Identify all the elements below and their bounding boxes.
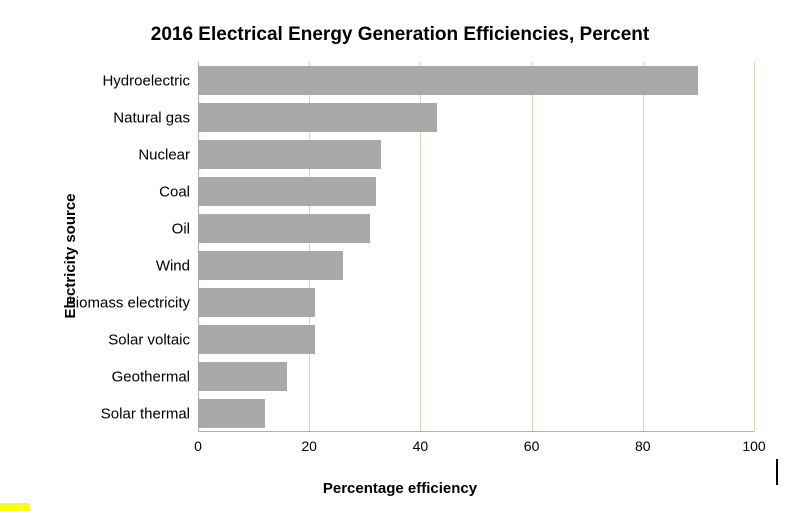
x-tick-label: 0 (194, 438, 202, 454)
bar (198, 66, 698, 94)
plot-area (198, 62, 754, 432)
category-label: Hydroelectric (102, 72, 190, 89)
bar-row (198, 99, 754, 136)
x-tick-label: 100 (742, 438, 765, 454)
category-label: Natural gas (113, 109, 190, 126)
category-label: Nuclear (138, 146, 190, 163)
bar (198, 325, 315, 353)
bar (198, 288, 315, 316)
bar-row (198, 136, 754, 173)
bar-row (198, 173, 754, 210)
category-label: Coal (159, 183, 190, 200)
bar-row (198, 321, 754, 358)
bar (198, 177, 376, 205)
bar (198, 214, 370, 242)
bar (198, 362, 287, 390)
x-tick-label: 20 (301, 438, 317, 454)
category-label: Geothermal (112, 368, 190, 385)
bar-row (198, 62, 754, 99)
chart-title: 2016 Electrical Energy Generation Effici… (0, 24, 800, 46)
category-label: Oil (172, 220, 190, 237)
category-label: Solar voltaic (108, 331, 190, 348)
bar (198, 251, 343, 279)
bar-row (198, 358, 754, 395)
x-tick-label: 60 (524, 438, 540, 454)
x-tick-label: 80 (635, 438, 651, 454)
text-cursor (776, 459, 778, 485)
chart-container: 2016 Electrical Energy Generation Effici… (0, 0, 800, 511)
category-label: Wind (156, 257, 190, 274)
category-label: Solar thermal (101, 405, 190, 422)
bar-row (198, 210, 754, 247)
bar (198, 140, 381, 168)
x-axis-label: Percentage efficiency (0, 480, 800, 497)
highlight-marker (0, 503, 30, 511)
category-label: Biomass electricity (66, 294, 190, 311)
bar (198, 399, 265, 427)
grid-line (754, 62, 755, 432)
x-tick-label: 40 (413, 438, 429, 454)
bar-row (198, 247, 754, 284)
bar-row (198, 284, 754, 321)
bar (198, 103, 437, 131)
bar-row (198, 395, 754, 432)
